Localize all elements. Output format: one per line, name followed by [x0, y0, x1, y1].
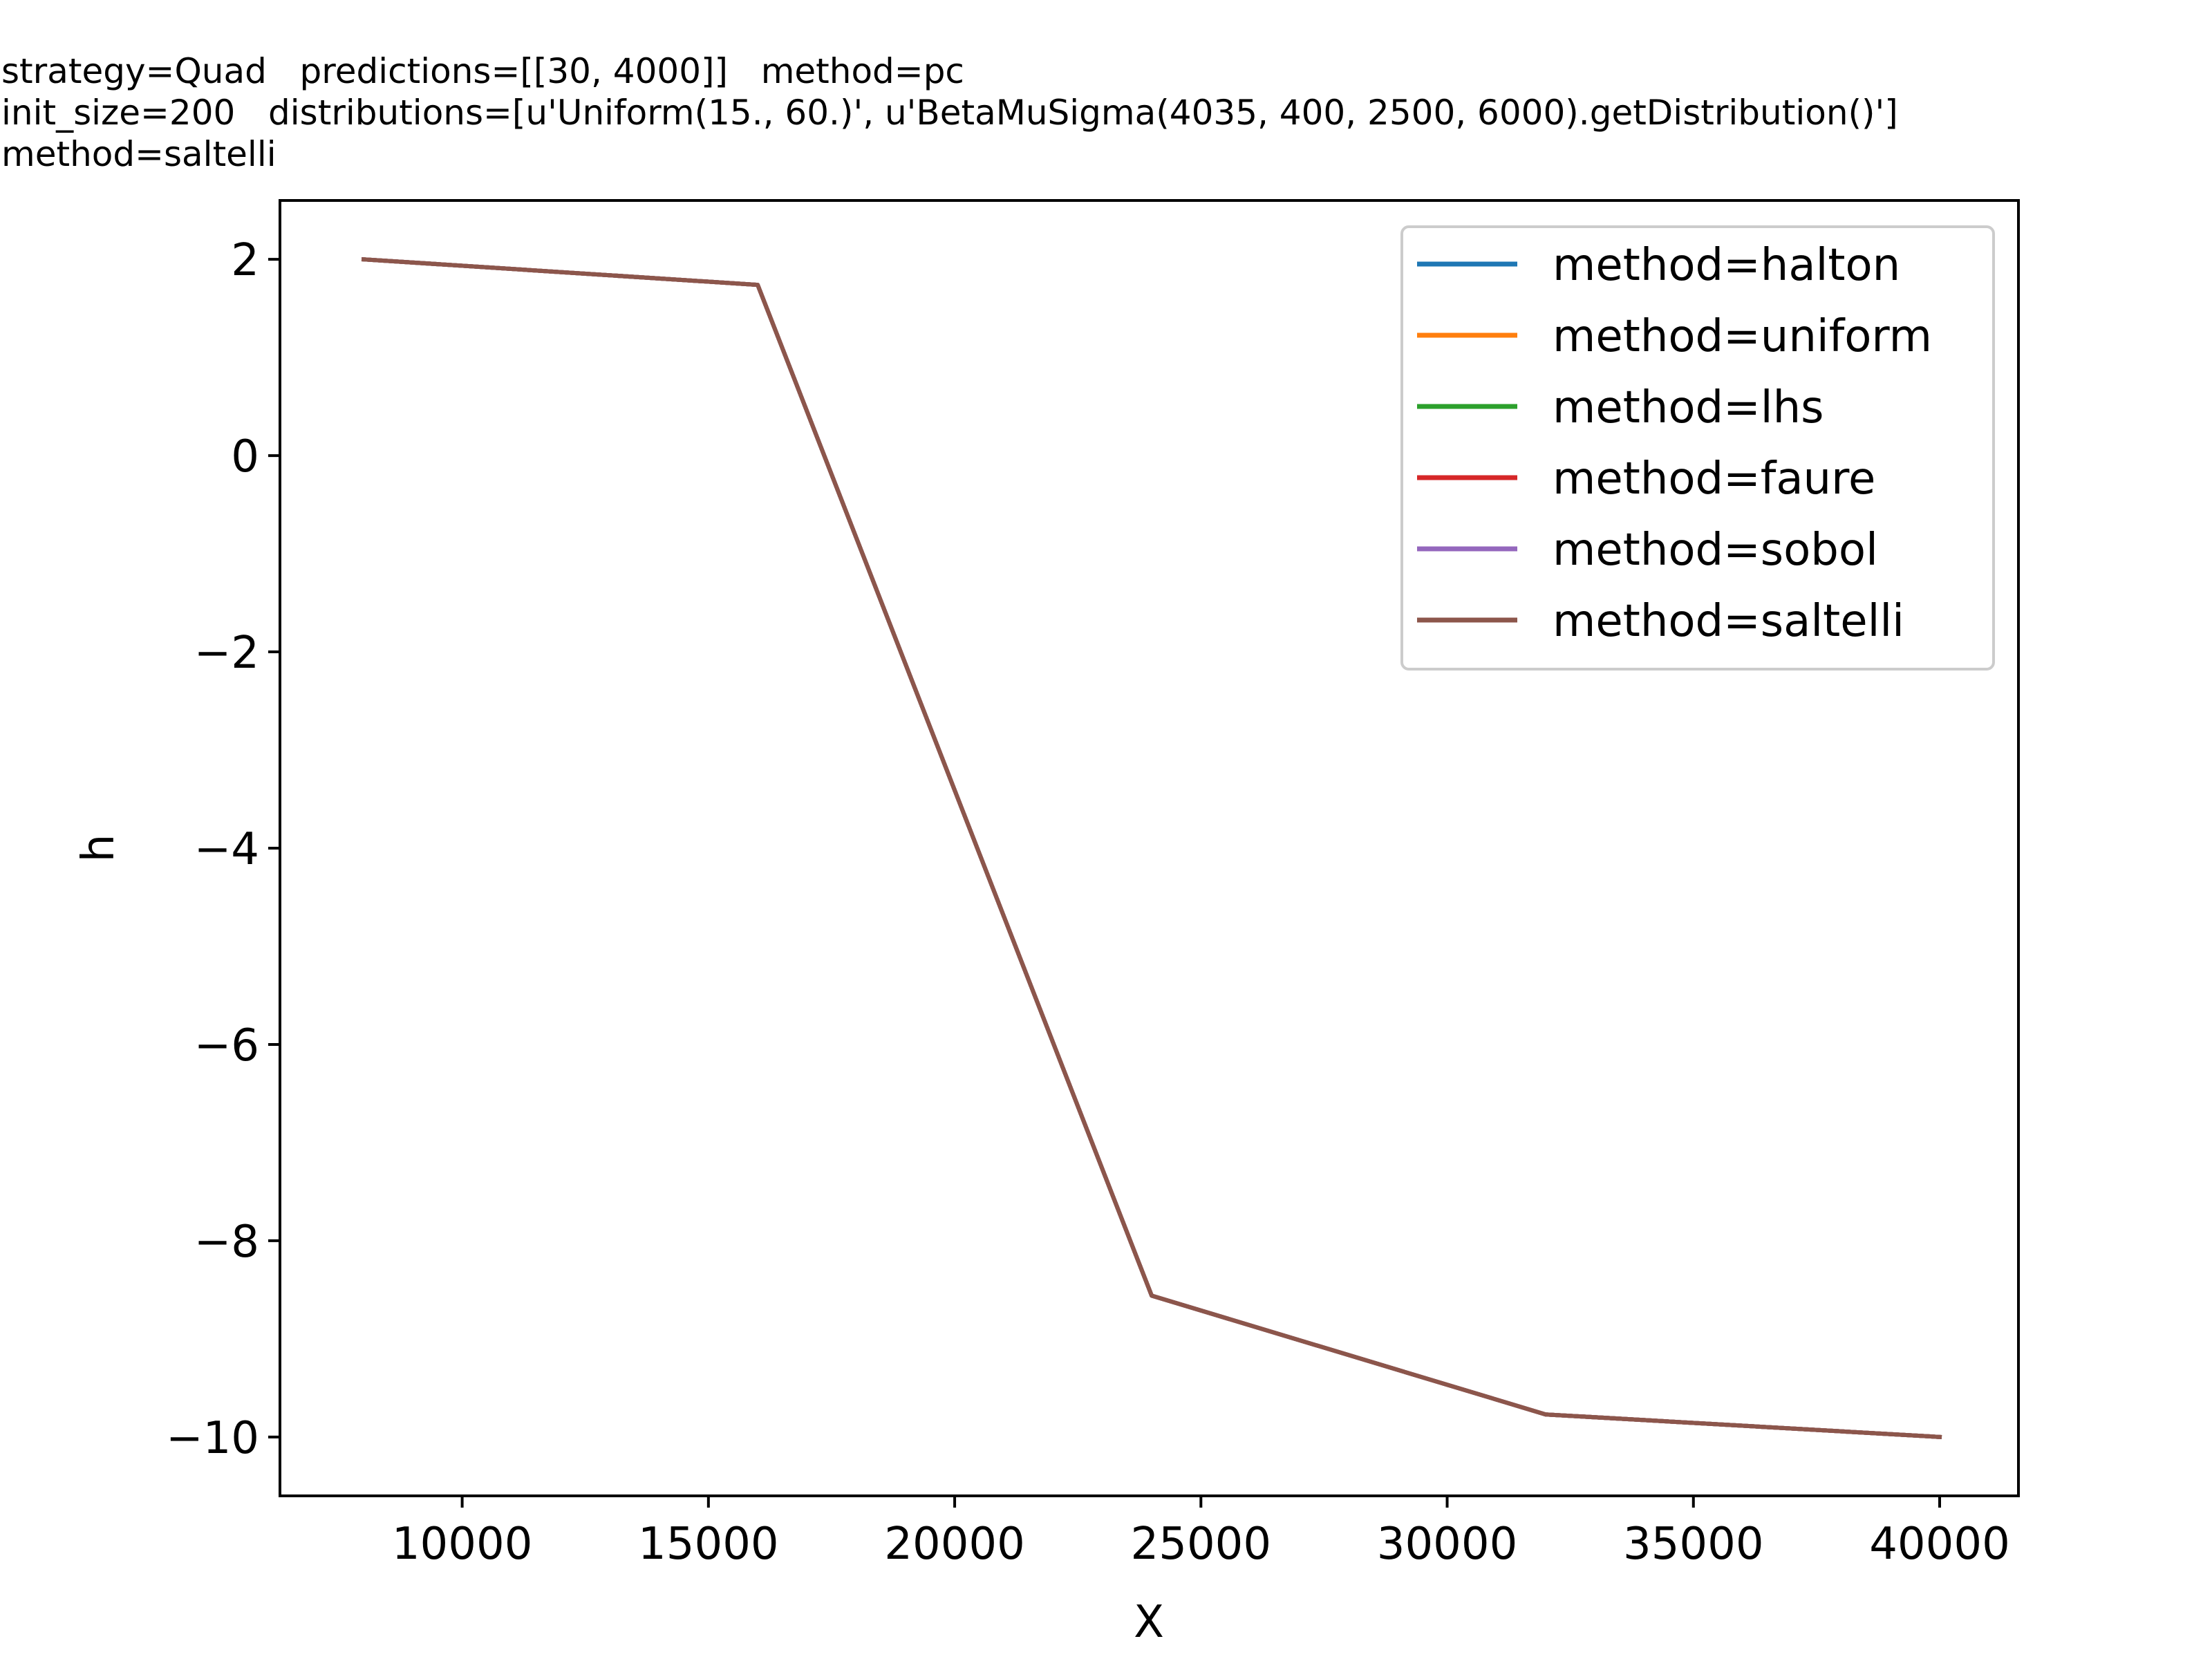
legend-label: method=sobol	[1553, 525, 1878, 576]
y-axis-ticks: 2 0 −2 −4 −6 −8 −10	[166, 235, 280, 1464]
y-tick-label: 0	[231, 431, 259, 482]
x-axis-label: X	[1134, 1597, 1164, 1648]
x-tick-label: 20000	[884, 1519, 1025, 1570]
y-tick-label: −6	[194, 1020, 259, 1071]
x-tick-label: 10000	[392, 1519, 533, 1570]
legend-box	[1400, 225, 1995, 671]
legend-label: method=halton	[1553, 240, 1900, 291]
x-tick-label: 25000	[1131, 1519, 1272, 1570]
series-line-6	[361, 257, 1942, 1439]
x-tick-label: 15000	[638, 1519, 779, 1570]
y-tick-label: 2	[231, 235, 259, 286]
header-line-1: strategy=Quad predictions=[[30, 4000]] m…	[1, 51, 964, 91]
legend-label: method=faure	[1553, 453, 1875, 505]
y-axis-label: h	[73, 834, 124, 863]
header-line-3: method=saltelli	[1, 134, 276, 174]
y-tick-label: −2	[194, 628, 259, 679]
x-tick-label: 35000	[1623, 1519, 1764, 1570]
legend: method=halton method=uniform method=lhs met…	[1400, 225, 1995, 671]
x-tick-label: 30000	[1377, 1519, 1518, 1570]
legend-label: method=lhs	[1553, 382, 1824, 433]
x-tick-label: 40000	[1869, 1519, 2010, 1570]
legend-label: method=saltelli	[1553, 596, 1904, 647]
y-tick-label: −4	[194, 824, 259, 875]
x-axis-ticks: 10000 15000 20000 25000 30000 35000 40000	[392, 1496, 2010, 1570]
y-tick-label: −10	[166, 1413, 259, 1464]
series-lines	[361, 257, 1942, 1439]
y-tick-label: −8	[194, 1217, 259, 1268]
header-line-2: init_size=200 distributions=[u'Uniform(1…	[1, 93, 1898, 133]
legend-label: method=uniform	[1553, 311, 1932, 362]
chart-header: strategy=Quad predictions=[[30, 4000]] m…	[1, 51, 1898, 174]
